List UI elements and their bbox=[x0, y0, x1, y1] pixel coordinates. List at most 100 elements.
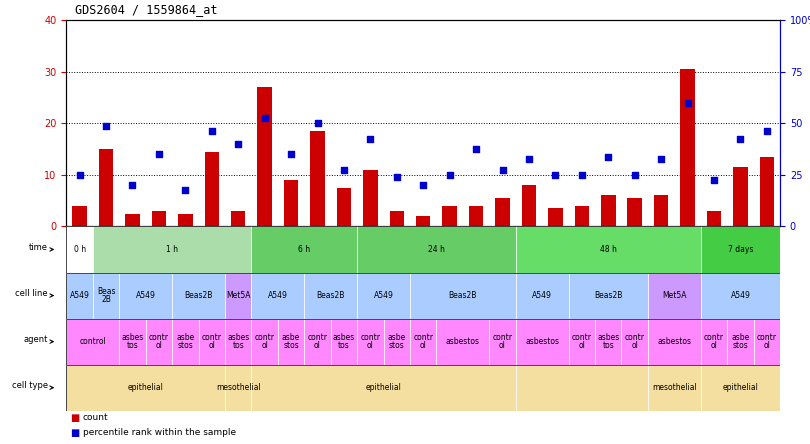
Point bbox=[258, 115, 271, 122]
Text: contr
ol: contr ol bbox=[202, 333, 222, 350]
Text: contr
ol: contr ol bbox=[360, 333, 381, 350]
Text: GDS2604 / 1559864_at: GDS2604 / 1559864_at bbox=[75, 3, 217, 16]
Text: control: control bbox=[79, 337, 106, 346]
Bar bbox=[648, 319, 701, 365]
Bar bbox=[225, 319, 251, 365]
Text: asbes
tos: asbes tos bbox=[227, 333, 249, 350]
Bar bbox=[146, 319, 173, 365]
Bar bbox=[357, 226, 516, 273]
Bar bbox=[469, 206, 484, 226]
Bar bbox=[384, 319, 410, 365]
Bar bbox=[99, 149, 113, 226]
Bar bbox=[178, 214, 193, 226]
Bar bbox=[284, 180, 298, 226]
Bar bbox=[251, 273, 305, 319]
Bar bbox=[173, 273, 225, 319]
Text: asbe
stos: asbe stos bbox=[177, 333, 194, 350]
Bar bbox=[516, 273, 569, 319]
Point bbox=[734, 135, 747, 142]
Bar bbox=[66, 226, 93, 273]
Text: asbes
tos: asbes tos bbox=[597, 333, 620, 350]
Text: mesothelial: mesothelial bbox=[215, 383, 261, 392]
Point bbox=[707, 176, 720, 183]
Text: Met5A: Met5A bbox=[662, 291, 687, 300]
Point bbox=[470, 146, 483, 153]
Bar bbox=[489, 319, 516, 365]
Bar bbox=[548, 208, 563, 226]
Text: Beas2B: Beas2B bbox=[317, 291, 345, 300]
Text: contr
ol: contr ol bbox=[757, 333, 777, 350]
Bar bbox=[516, 319, 569, 365]
Bar bbox=[225, 273, 251, 319]
Point bbox=[364, 135, 377, 142]
Point bbox=[100, 122, 113, 129]
Text: contr
ol: contr ol bbox=[308, 333, 327, 350]
Text: count: count bbox=[83, 413, 109, 422]
Text: asbestos: asbestos bbox=[525, 337, 559, 346]
Bar bbox=[225, 365, 251, 411]
Text: A549: A549 bbox=[532, 291, 552, 300]
Bar bbox=[569, 319, 595, 365]
Point bbox=[126, 182, 139, 189]
Bar bbox=[516, 226, 701, 273]
Bar bbox=[357, 319, 384, 365]
Text: contr
ol: contr ol bbox=[492, 333, 513, 350]
Text: cell line: cell line bbox=[15, 289, 48, 298]
Bar bbox=[701, 365, 780, 411]
Bar bbox=[93, 273, 119, 319]
Text: ■: ■ bbox=[70, 413, 79, 423]
Point bbox=[443, 171, 456, 178]
Point bbox=[205, 127, 218, 135]
Text: epithelial: epithelial bbox=[128, 383, 164, 392]
Bar bbox=[251, 319, 278, 365]
Bar bbox=[72, 206, 87, 226]
Bar bbox=[753, 319, 780, 365]
Text: asbes
tos: asbes tos bbox=[333, 333, 355, 350]
Bar bbox=[198, 319, 225, 365]
Point bbox=[284, 151, 297, 158]
Bar bbox=[305, 319, 330, 365]
Text: epithelial: epithelial bbox=[365, 383, 402, 392]
Text: ■: ■ bbox=[70, 428, 79, 438]
Bar bbox=[727, 319, 753, 365]
Bar bbox=[706, 211, 721, 226]
Bar bbox=[437, 319, 489, 365]
Bar bbox=[363, 170, 377, 226]
Point bbox=[629, 171, 642, 178]
Bar bbox=[595, 319, 621, 365]
Bar bbox=[173, 319, 198, 365]
Bar bbox=[330, 319, 357, 365]
Bar bbox=[251, 365, 516, 411]
Text: A549: A549 bbox=[373, 291, 394, 300]
Text: percentile rank within the sample: percentile rank within the sample bbox=[83, 428, 236, 436]
Bar bbox=[410, 319, 437, 365]
Bar bbox=[628, 198, 642, 226]
Point bbox=[602, 153, 615, 160]
Point bbox=[761, 127, 774, 135]
Bar bbox=[495, 198, 509, 226]
Bar bbox=[126, 214, 140, 226]
Text: Beas2B: Beas2B bbox=[449, 291, 477, 300]
Bar bbox=[66, 319, 119, 365]
Text: Beas2B: Beas2B bbox=[185, 291, 213, 300]
Bar bbox=[416, 216, 430, 226]
Bar bbox=[93, 226, 251, 273]
Text: contr
ol: contr ol bbox=[572, 333, 592, 350]
Bar bbox=[442, 206, 457, 226]
Text: 7 days: 7 days bbox=[727, 245, 753, 254]
Bar bbox=[231, 211, 245, 226]
Bar bbox=[654, 195, 668, 226]
Point bbox=[179, 187, 192, 194]
Bar bbox=[337, 188, 352, 226]
Bar bbox=[701, 319, 727, 365]
Text: contr
ol: contr ol bbox=[254, 333, 275, 350]
Bar bbox=[278, 319, 305, 365]
Bar bbox=[648, 273, 701, 319]
Text: asbe
stos: asbe stos bbox=[731, 333, 749, 350]
Bar bbox=[680, 69, 695, 226]
Bar bbox=[251, 226, 357, 273]
Text: 1 h: 1 h bbox=[166, 245, 178, 254]
Text: contr
ol: contr ol bbox=[149, 333, 169, 350]
Bar bbox=[119, 319, 146, 365]
Text: A549: A549 bbox=[136, 291, 156, 300]
